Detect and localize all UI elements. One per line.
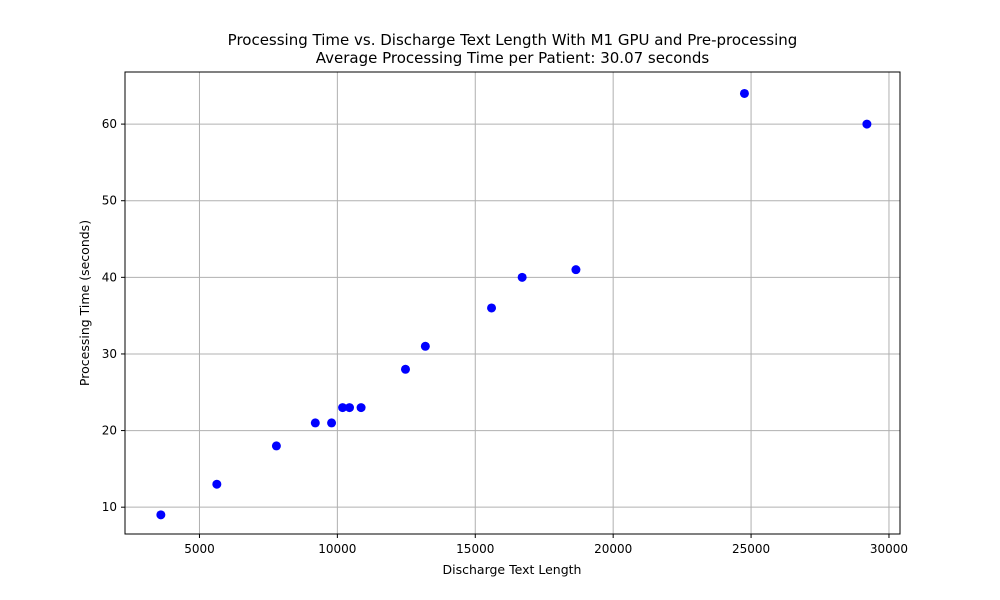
y-axis-label: Processing Time (seconds) — [77, 220, 92, 386]
x-tick-label: 15000 — [456, 542, 494, 556]
chart-subtitle: Average Processing Time per Patient: 30.… — [315, 49, 710, 67]
x-axis-label: Discharge Text Length — [443, 562, 582, 577]
data-point — [862, 119, 872, 129]
data-point — [338, 403, 348, 413]
data-point — [420, 341, 430, 351]
x-tick-label: 30000 — [870, 542, 908, 556]
data-point — [156, 510, 166, 520]
plot-frame — [124, 71, 901, 535]
data-point — [345, 403, 355, 413]
chart-title: Processing Time vs. Discharge Text Lengt… — [227, 31, 798, 49]
data-point — [310, 418, 320, 428]
y-tick-label: 30 — [102, 347, 117, 361]
data-point — [400, 364, 410, 374]
y-tick-label: 50 — [102, 194, 117, 208]
y-tick-label: 60 — [102, 117, 117, 131]
grid-lines — [125, 72, 900, 534]
data-point — [327, 418, 337, 428]
x-tick-label: 5000 — [184, 542, 215, 556]
data-point — [356, 403, 366, 413]
y-axis-ticks: 10 20 30 40 50 60 — [102, 117, 125, 514]
y-tick-label: 40 — [102, 270, 117, 284]
x-tick-label: 10000 — [318, 542, 356, 556]
x-tick-label: 25000 — [732, 542, 770, 556]
y-tick-label: 10 — [102, 500, 117, 514]
x-axis-ticks: 5000 10000 15000 20000 25000 30000 — [184, 534, 908, 556]
x-tick-label: 20000 — [594, 542, 632, 556]
y-tick-label: 20 — [102, 424, 117, 438]
data-points — [156, 88, 872, 520]
data-point — [271, 441, 281, 451]
data-point — [517, 272, 527, 282]
data-point — [487, 303, 497, 313]
data-point — [571, 265, 581, 275]
data-point — [212, 479, 222, 489]
data-point — [739, 88, 749, 98]
